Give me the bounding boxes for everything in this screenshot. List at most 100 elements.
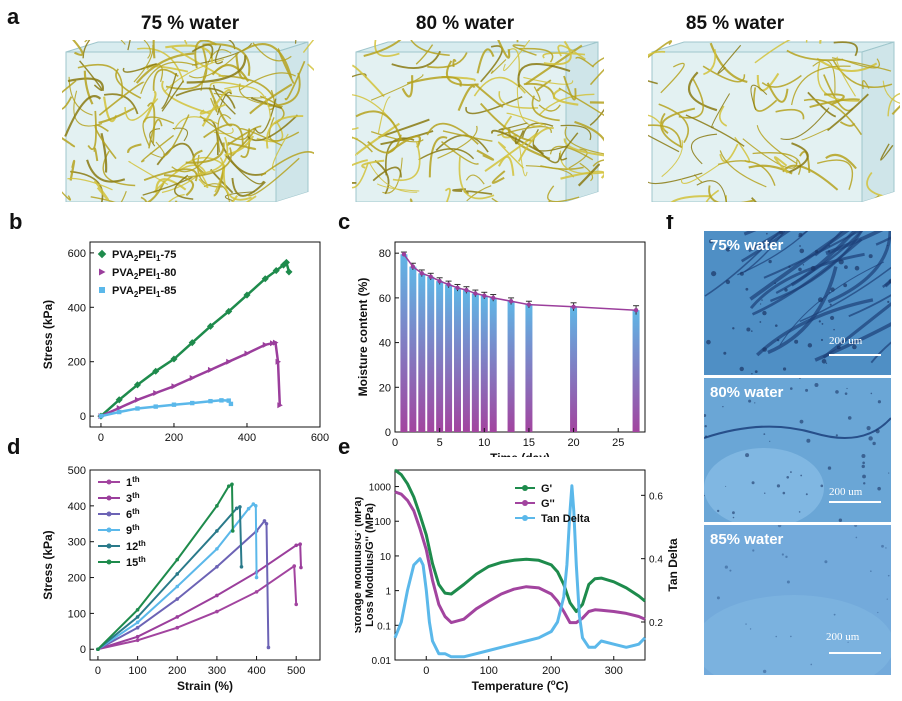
cycle-point: [254, 575, 259, 580]
x-tick-label: 400: [247, 665, 265, 677]
polymer-fiber: [442, 130, 493, 142]
moisture-bar: [525, 304, 533, 432]
moisture-bar: [454, 287, 461, 432]
polymer-fiber: [392, 141, 421, 182]
micro-pore: [844, 265, 848, 270]
polymer-fiber: [67, 177, 113, 191]
polymer-fiber: [754, 40, 808, 64]
polymer-fiber: [560, 124, 592, 141]
cycle-point: [135, 638, 140, 643]
polymer-fiber: [140, 61, 197, 95]
polymer-fiber: [216, 91, 232, 116]
micro-streak: [704, 231, 782, 297]
trend-point: [571, 304, 576, 310]
polymer-fiber: [564, 126, 604, 155]
micro-pore: [855, 536, 858, 539]
polymer-fiber: [559, 132, 579, 161]
polymer-fiber: [72, 40, 84, 56]
legend-marker: [522, 515, 528, 521]
cycle-point: [239, 564, 244, 569]
cycle-point: [175, 597, 180, 601]
micro-streak: [870, 341, 891, 364]
polymer-fiber: [832, 59, 893, 88]
polymer-fiber: [658, 103, 690, 144]
moisture-bar: [436, 281, 444, 432]
y-tick-label: 200: [68, 573, 86, 585]
polymer-fiber: [803, 98, 863, 136]
polymer-fiber: [242, 43, 293, 78]
cycle-point: [230, 529, 235, 533]
polymer-fiber: [812, 60, 836, 94]
cycle-point: [294, 602, 299, 607]
micro-pore: [862, 461, 865, 465]
polymer-fiber: [161, 172, 202, 194]
plot-frame: [89, 241, 321, 428]
panel-label-c: c: [338, 209, 351, 234]
y-tick-label: 0: [385, 427, 391, 439]
dma-curve: [394, 468, 646, 613]
polymer-fiber: [497, 40, 511, 59]
polymer-fiber: [880, 143, 894, 161]
polymer-fiber: [355, 110, 403, 142]
micro-pore: [887, 300, 890, 303]
cycle-point: [175, 584, 180, 589]
polymer-fiber: [497, 125, 552, 137]
micro-pore: [751, 481, 755, 485]
cycle-point: [175, 625, 180, 630]
polymer-fiber: [377, 96, 391, 134]
micro-pore: [732, 327, 735, 330]
micro-pore: [774, 324, 778, 327]
polymer-fiber: [474, 83, 504, 108]
polymer-fiber: [512, 44, 537, 56]
polymer-fiber: [717, 44, 742, 75]
legend-label: 6th: [126, 507, 140, 521]
micrograph-80: 80% water 200 um: [704, 378, 891, 522]
polymer-fiber: [83, 70, 94, 105]
polymer-fiber: [543, 40, 572, 66]
polymer-fiber: [122, 62, 157, 73]
polymer-fiber: [560, 170, 604, 180]
micro-pore: [875, 429, 880, 434]
micro-pore: [843, 283, 848, 288]
polymer-fiber: [133, 44, 154, 83]
cycle-point: [246, 506, 251, 511]
polymer-fiber: [87, 110, 97, 151]
micro-pore: [827, 466, 832, 470]
moisture-bar: [471, 293, 479, 432]
micrograph-85-scale: 200 um: [826, 631, 860, 643]
polymer-fiber: [648, 40, 673, 59]
micro-pore: [754, 402, 756, 404]
polymer-fiber: [441, 141, 479, 165]
legend-label: G': [541, 483, 553, 495]
micro-streak: [775, 231, 863, 295]
micro-streak: [822, 302, 891, 359]
x-tick-label: 100: [480, 665, 498, 677]
polymer-fiber: [563, 75, 577, 101]
polymer-fiber: [217, 114, 232, 153]
micro-pore: [739, 366, 744, 372]
x-tick-label: 600: [311, 432, 329, 444]
polymer-fiber: [648, 124, 682, 148]
cube-title-75: 75 % water: [140, 13, 240, 34]
polymer-fiber: [498, 122, 528, 131]
polymer-fiber: [517, 63, 571, 88]
cycle-point: [292, 564, 297, 568]
polymer-fiber: [64, 95, 102, 137]
micro-pore: [861, 464, 865, 469]
y-tick-label: 400: [68, 302, 86, 314]
micro-pore: [775, 635, 778, 638]
micro-streak: [749, 231, 850, 301]
polymer-fiber: [374, 159, 390, 195]
micro-pore: [786, 475, 790, 479]
polymer-fiber: [466, 185, 492, 202]
polymer-fiber: [226, 125, 262, 147]
y-axis-label: Stress (kPa): [41, 530, 55, 599]
polymer-fiber: [819, 40, 822, 44]
micro-pore: [821, 323, 824, 325]
polymer-fiber: [589, 108, 604, 126]
x-tick-label: 500: [287, 665, 305, 677]
micro-pore: [749, 628, 752, 630]
cycle-point: [175, 615, 180, 619]
micro-pore: [799, 248, 805, 254]
micro-pore: [810, 266, 816, 271]
